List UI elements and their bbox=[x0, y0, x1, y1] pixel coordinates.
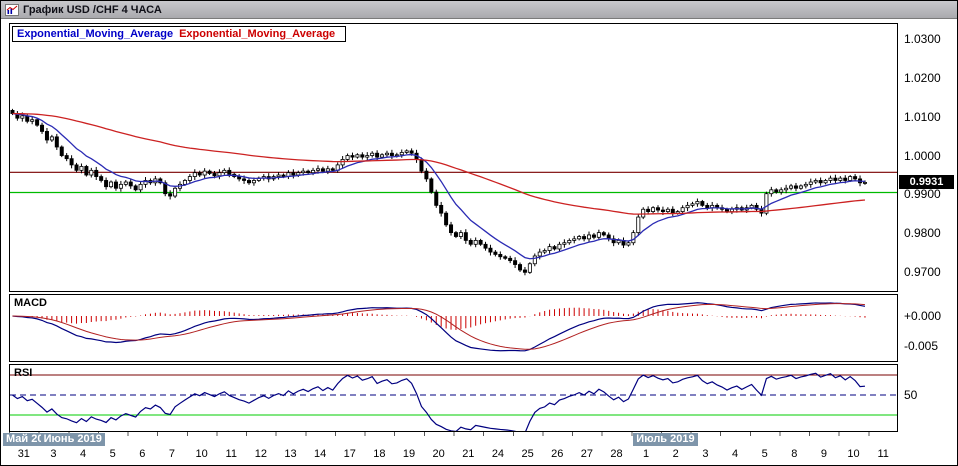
candlesticks bbox=[10, 108, 867, 276]
rsi-panel[interactable]: RSI bbox=[9, 364, 898, 432]
macd-tick-label: -0.005 bbox=[904, 339, 939, 353]
price-tick-label: 0.9800 bbox=[904, 226, 941, 241]
date-label: 8 bbox=[791, 448, 798, 460]
ema-fast-line bbox=[12, 112, 865, 260]
date-label: 19 bbox=[402, 448, 416, 460]
rsi-line bbox=[12, 372, 866, 431]
window-titlebar[interactable]: График USD /CHF 4 ЧАСА bbox=[1, 1, 957, 19]
month-label: Июнь 2019 bbox=[40, 433, 105, 446]
date-label: 4 bbox=[731, 448, 739, 460]
date-label: 25 bbox=[521, 448, 534, 460]
price-tick-label: 1.0200 bbox=[904, 70, 941, 85]
macd-line bbox=[12, 302, 866, 352]
date-label: 6 bbox=[139, 448, 146, 460]
date-label: 9 bbox=[820, 448, 827, 460]
price-tick-label: 0.9700 bbox=[904, 265, 941, 280]
chart-area: Exponential_Moving_Average Exponential_Mo… bbox=[1, 19, 957, 465]
macd-panel[interactable]: MACD bbox=[9, 294, 898, 362]
window-title: График USD /CHF 4 ЧАСА bbox=[23, 3, 162, 16]
date-label: 1 bbox=[643, 448, 650, 460]
date-label: 21 bbox=[462, 448, 475, 460]
macd-histogram bbox=[16, 307, 866, 330]
date-label: 5 bbox=[109, 448, 116, 460]
macd-chart-svg bbox=[12, 302, 866, 352]
date-label: 24 bbox=[491, 448, 505, 460]
day-ticks bbox=[9, 432, 898, 436]
date-label: 26 bbox=[551, 448, 564, 460]
date-label: 12 bbox=[254, 448, 267, 460]
date-label: 10 bbox=[847, 448, 860, 460]
macd-signal-line bbox=[12, 303, 866, 350]
rsi-label: RSI bbox=[14, 367, 33, 379]
ema-fast-legend-label: Exponential_Moving_Average bbox=[17, 28, 174, 40]
date-label: 27 bbox=[580, 448, 593, 460]
month-label: Июль 2019 bbox=[633, 433, 698, 446]
date-label: 2 bbox=[672, 448, 679, 460]
date-label: 5 bbox=[761, 448, 768, 460]
price-tick-label: 1.0100 bbox=[904, 109, 941, 124]
date-label: 18 bbox=[373, 448, 386, 460]
date-label: 31 bbox=[17, 448, 30, 460]
date-label: 10 bbox=[195, 448, 208, 460]
price-tick-label: 1.0000 bbox=[904, 148, 941, 163]
price-tick-label: 1.0300 bbox=[904, 31, 941, 46]
date-label: 11 bbox=[877, 448, 889, 460]
date-label: 28 bbox=[610, 448, 623, 460]
current-price-badge: 0.9931 bbox=[899, 175, 954, 190]
macd-label: MACD bbox=[14, 297, 47, 309]
date-label: 11 bbox=[225, 448, 237, 460]
time-axis[interactable]: 31 3 4 5 6 7 10 11 12 13 14 17 18 19 20 21 24 25 26 27 28 1 2 3… bbox=[1, 432, 957, 465]
price-chart-svg bbox=[10, 108, 897, 276]
date-label: 3 bbox=[702, 448, 709, 460]
date-label: 4 bbox=[80, 448, 87, 460]
date-label: 14 bbox=[314, 448, 327, 460]
date-label: 17 bbox=[343, 448, 356, 460]
indicator-legend: Exponential_Moving_Average Exponential_Mo… bbox=[12, 26, 347, 42]
chart-icon bbox=[5, 3, 19, 16]
date-label: 13 bbox=[284, 448, 297, 460]
price-panel[interactable]: Exponential_Moving_Average Exponential_Mo… bbox=[9, 23, 898, 292]
date-label: 3 bbox=[50, 448, 57, 460]
rsi-chart-svg bbox=[10, 372, 897, 431]
date-label: 20 bbox=[432, 448, 445, 460]
ema-slow-legend-label: Exponential_Moving_Average bbox=[179, 28, 336, 40]
ema-slow-line bbox=[12, 112, 866, 215]
price-tick-label: 0.9900 bbox=[904, 187, 941, 202]
macd-tick-label: +0.000 bbox=[904, 309, 942, 323]
date-label: 7 bbox=[168, 448, 176, 460]
rsi-tick-label: 50 bbox=[904, 388, 918, 402]
